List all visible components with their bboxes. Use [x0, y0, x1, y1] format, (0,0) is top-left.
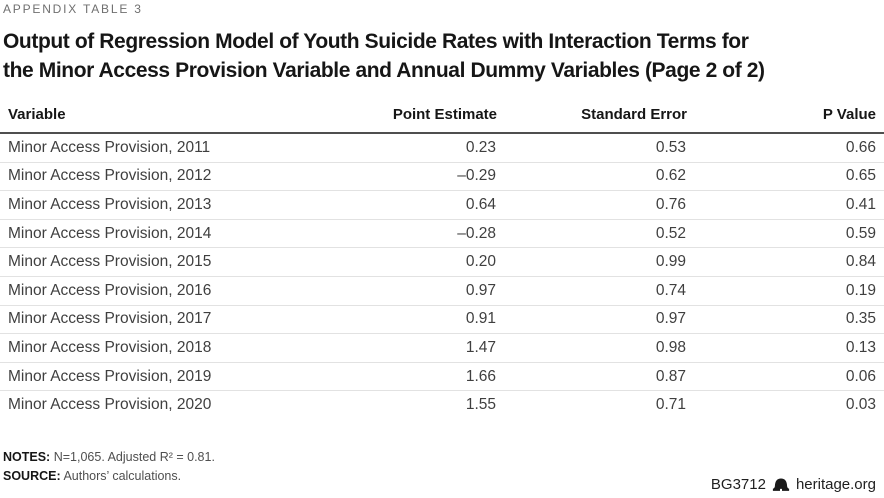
cell-variable: Minor Access Provision, 2015: [0, 247, 320, 277]
cell-point-estimate: 0.64: [320, 190, 497, 220]
cell-point-estimate: –0.28: [320, 219, 497, 249]
cell-variable: Minor Access Provision, 2018: [0, 333, 320, 363]
table-row: Minor Access Provision, 2016 0.97 0.74 0…: [0, 276, 884, 306]
col-header-p-value: P Value: [687, 98, 884, 134]
cell-p-value: 0.35: [687, 305, 884, 335]
cell-point-estimate: 0.91: [320, 305, 497, 335]
cell-standard-error: 0.74: [497, 276, 687, 306]
source-label: SOURCE:: [3, 468, 61, 483]
table-row: Minor Access Provision, 2015 0.20 0.99 0…: [0, 247, 884, 277]
cell-variable: Minor Access Provision, 2011: [0, 133, 320, 163]
cell-p-value: 0.03: [845, 396, 876, 414]
cell-point-estimate: 0.97: [320, 276, 497, 306]
appendix-label: APPENDIX TABLE 3: [3, 2, 143, 16]
cell-p-value: 0.06: [687, 362, 884, 392]
cell-variable: Minor Access Provision, 2012: [0, 162, 320, 192]
figure-title: Output of Regression Model of Youth Suic…: [3, 28, 881, 85]
cell-point-estimate: 1.55: [465, 396, 496, 414]
cell-standard-error: 0.76: [497, 190, 687, 220]
cell-p-value: 0.41: [687, 190, 884, 220]
cell-variable: Minor Access Provision, 2013: [0, 190, 320, 220]
notes-text: N=1,065. Adjusted R² = 0.81.: [53, 449, 215, 464]
cell-p-value: 0.59: [687, 219, 884, 249]
table-row: Minor Access Provision, 2012 –0.29 0.62 …: [0, 162, 884, 192]
cell-p-value: 0.13: [687, 333, 884, 363]
table-row: Minor Access Provision, 2020 1.55 0.71 0…: [0, 391, 884, 419]
footnotes-block: NOTES: N=1,065. Adjusted R² = 0.81. SOUR…: [3, 448, 881, 486]
table-row: Minor Access Provision, 2011 0.23 0.53 0…: [0, 133, 884, 163]
table-body: Minor Access Provision, 2011 0.23 0.53 0…: [0, 133, 884, 419]
cell-point-estimate: 0.20: [320, 247, 497, 277]
cell-point-estimate: –0.29: [320, 162, 497, 192]
cell-standard-error: 0.52: [497, 219, 687, 249]
cell-variable: Minor Access Provision, 2016: [0, 276, 320, 306]
table-row: Minor Access Provision, 2014 –0.28 0.52 …: [0, 219, 884, 249]
cell-standard-error: 0.98: [497, 333, 687, 363]
table-row: Minor Access Provision, 2019 1.66 0.87 0…: [0, 362, 884, 392]
site-link[interactable]: heritage.org: [795, 476, 876, 493]
cell-point-estimate: 1.47: [320, 333, 497, 363]
cell-standard-error: 0.87: [497, 362, 687, 392]
notes-label: NOTES:: [3, 449, 51, 464]
source-text: Authors’ calculations.: [63, 468, 182, 483]
figure-title-line1: Output of Regression Model of Youth Suic…: [3, 30, 749, 53]
col-header-point-estimate: Point Estimate: [320, 98, 497, 134]
cell-p-value: 0.84: [687, 247, 884, 277]
col-header-standard-error: Standard Error: [497, 98, 687, 134]
cell-standard-error: 0.53: [497, 133, 687, 163]
table-row: Minor Access Provision, 2017 0.91 0.97 0…: [0, 305, 884, 335]
cell-p-value: 0.19: [687, 276, 884, 306]
cell-p-value: 0.65: [687, 162, 884, 192]
regression-results-table: Variable Point Estimate Standard Error P…: [0, 98, 884, 419]
liberty-bell-icon: [772, 478, 790, 492]
report-id: BG3712: [710, 476, 766, 493]
cell-point-estimate: 1.66: [320, 362, 497, 392]
footer-branding: BG3712 heritage.org: [711, 476, 876, 493]
cell-standard-error: 0.62: [497, 162, 687, 192]
table-row: Minor Access Provision, 2013 0.64 0.76 0…: [0, 190, 884, 220]
cell-variable: Minor Access Provision, 2020: [8, 396, 212, 414]
col-header-variable: Variable: [0, 98, 320, 134]
cell-variable: Minor Access Provision, 2014: [0, 219, 320, 249]
cell-variable: Minor Access Provision, 2019: [0, 362, 320, 392]
table-header-row: Variable Point Estimate Standard Error P…: [0, 98, 884, 134]
table-row: Minor Access Provision, 2018 1.47 0.98 0…: [0, 333, 884, 363]
cell-point-estimate: 0.23: [320, 133, 497, 163]
source-line: SOURCE: Authors’ calculations.: [3, 467, 881, 486]
notes-line: NOTES: N=1,065. Adjusted R² = 0.81.: [3, 448, 881, 467]
cell-standard-error: 0.99: [497, 247, 687, 277]
cell-variable: Minor Access Provision, 2017: [0, 305, 320, 335]
cell-p-value: 0.66: [687, 133, 884, 163]
cell-standard-error: 0.71: [655, 396, 686, 414]
cell-standard-error: 0.97: [497, 305, 687, 335]
figure-title-line2: the Minor Access Provision Variable and …: [3, 58, 765, 82]
